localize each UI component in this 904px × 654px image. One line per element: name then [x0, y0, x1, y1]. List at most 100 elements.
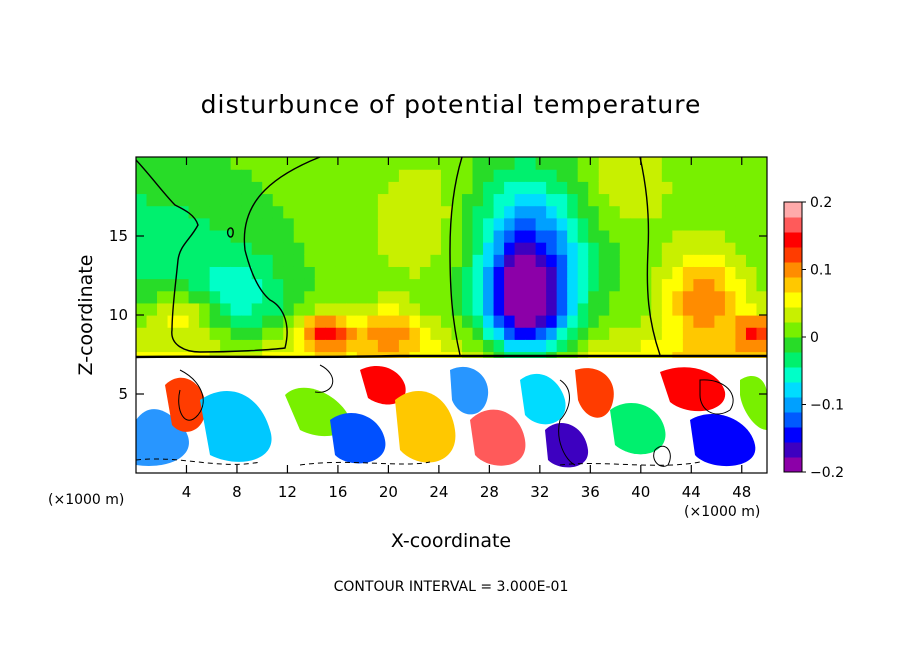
- heatmap-cell: [598, 229, 610, 243]
- heatmap-cell: [598, 290, 610, 304]
- heatmap-cell: [451, 278, 463, 292]
- heatmap-cell: [430, 193, 442, 207]
- heatmap-cell: [167, 290, 179, 304]
- turbulence-blob: [360, 365, 406, 405]
- heatmap-cell: [493, 169, 505, 182]
- heatmap-cell: [136, 315, 148, 328]
- heatmap-cell: [430, 315, 442, 328]
- heatmap-cell: [630, 229, 642, 243]
- heatmap-cell: [262, 315, 274, 328]
- heatmap-cell: [430, 351, 442, 365]
- heatmap-cell: [567, 327, 579, 340]
- heatmap-cell: [661, 302, 673, 316]
- heatmap-cell: [451, 327, 463, 340]
- heatmap-cell: [483, 266, 495, 280]
- y-axis: 5 10 15: [109, 227, 767, 403]
- heatmap-cell: [693, 302, 705, 316]
- heatmap-cell: [136, 278, 148, 292]
- heatmap-cell: [262, 205, 274, 219]
- heatmap-cell: [419, 242, 432, 255]
- heatmap-cell: [745, 315, 758, 328]
- heatmap-cell: [546, 242, 558, 255]
- heatmap-cell: [504, 217, 516, 231]
- heatmap-cell: [136, 157, 148, 170]
- heatmap-cell: [567, 181, 579, 195]
- heatmap-cell: [598, 157, 610, 170]
- heatmap-cell: [577, 254, 589, 267]
- heatmap-cell: [262, 157, 274, 170]
- heatmap-cell: [188, 315, 200, 328]
- heatmap-cell: [756, 351, 767, 365]
- heatmap-cell: [714, 290, 726, 304]
- heatmap-cell: [157, 278, 169, 292]
- heatmap-cell: [419, 339, 432, 353]
- heatmap-cell: [199, 278, 211, 292]
- heatmap-cell: [483, 339, 495, 353]
- heatmap-cell: [230, 278, 242, 292]
- heatmap-cell: [451, 193, 463, 207]
- heatmap-cell: [304, 229, 316, 243]
- heatmap-cell: [630, 205, 642, 219]
- heatmap-cell: [514, 302, 526, 316]
- heatmap-cell: [577, 193, 589, 207]
- heatmap-cell: [504, 229, 516, 243]
- heatmap-cell: [546, 315, 558, 328]
- colorbar-swatch: [784, 412, 802, 428]
- heatmap-cell: [651, 266, 663, 280]
- heatmap-cell: [230, 242, 242, 255]
- heatmap-cell: [356, 315, 368, 328]
- heatmap-cell: [682, 181, 694, 195]
- heatmap-cell: [451, 242, 463, 255]
- heatmap-cell: [272, 266, 284, 280]
- heatmap-cell: [535, 205, 547, 219]
- heatmap-cell: [504, 242, 516, 255]
- heatmap-cell: [640, 157, 652, 170]
- heatmap-cell: [619, 278, 631, 292]
- heatmap-cell: [567, 242, 579, 255]
- heatmap-cell: [462, 339, 474, 353]
- heatmap-cell: [272, 205, 284, 219]
- heatmap-cell: [535, 315, 547, 328]
- heatmap-cell: [672, 327, 684, 340]
- heatmap-cell: [230, 205, 242, 219]
- heatmap-cell: [136, 290, 148, 304]
- heatmap-cell: [304, 242, 316, 255]
- heatmap-cell: [440, 181, 453, 195]
- heatmap-cell: [409, 205, 421, 219]
- heatmap-cell: [157, 181, 169, 195]
- heatmap-cell: [167, 254, 179, 267]
- heatmap-cell: [272, 242, 284, 255]
- heatmap-cell: [672, 217, 684, 231]
- heatmap-cell: [693, 157, 705, 170]
- heatmap-cell: [714, 315, 726, 328]
- heatmap-cell: [661, 351, 673, 365]
- heatmap-cell: [430, 157, 442, 170]
- heatmap-cell: [693, 351, 705, 365]
- heatmap-cell: [598, 302, 610, 316]
- heatmap-cell: [609, 205, 621, 219]
- heatmap-cell: [241, 290, 253, 304]
- heatmap-cell: [398, 315, 411, 328]
- heatmap-cell: [199, 157, 211, 170]
- heatmap-cell: [262, 229, 274, 243]
- heatmap-cell: [745, 290, 758, 304]
- heatmap-cell: [630, 302, 642, 316]
- heatmap-cell: [588, 254, 600, 267]
- heatmap-cell: [609, 217, 621, 231]
- heatmap-cell: [304, 266, 316, 280]
- heatmap-cell: [157, 290, 169, 304]
- heatmap-cell: [293, 290, 305, 304]
- heatmap-cell: [220, 242, 232, 255]
- heatmap-cell: [335, 327, 347, 340]
- heatmap-cell: [146, 266, 158, 280]
- x-tick-label: 20: [379, 483, 398, 501]
- heatmap-cell: [672, 181, 684, 195]
- contour-interface: [136, 354, 767, 359]
- heatmap-cell: [251, 229, 263, 243]
- heatmap-cell: [167, 339, 179, 353]
- heatmap-cell: [598, 205, 610, 219]
- heatmap-cell: [199, 217, 211, 231]
- heatmap-cell: [178, 254, 190, 267]
- heatmap-cell: [714, 327, 726, 340]
- heatmap-cell: [419, 157, 432, 170]
